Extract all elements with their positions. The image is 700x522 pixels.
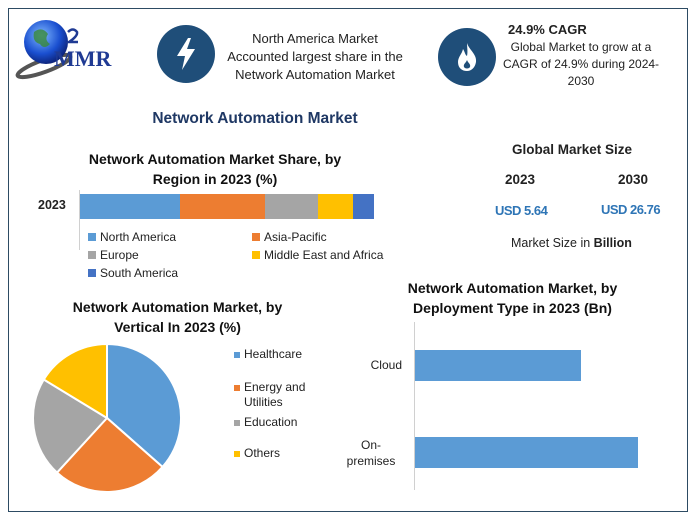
highlight-line: Accounted largest share in the xyxy=(227,49,403,64)
cagr-title: 24.9% CAGR xyxy=(508,22,587,37)
deployment-bar-cloud xyxy=(415,350,582,381)
legend-label: Asia-Pacific xyxy=(264,230,327,244)
legend-label: Europe xyxy=(100,248,139,262)
legend-label: North America xyxy=(100,230,177,244)
legend-item: Education xyxy=(234,415,297,430)
region-stacked-bar xyxy=(80,194,374,219)
legend-item: Middle East and Africa xyxy=(252,248,383,262)
legend-swatch xyxy=(234,352,240,358)
legend-swatch xyxy=(88,269,96,277)
legend-item: Europe xyxy=(88,248,139,262)
svg-text:MMR: MMR xyxy=(54,46,113,71)
region-category-label: 2023 xyxy=(38,198,66,212)
legend-label: Others xyxy=(244,446,281,460)
legend-swatch xyxy=(234,451,240,457)
highlight-line: Global Market to grow at a xyxy=(510,40,652,54)
pie-slice-healthcare xyxy=(106,342,182,469)
legend-swatch xyxy=(234,385,240,391)
highlight-line: North America Market xyxy=(252,31,378,46)
deployment-axis xyxy=(414,322,415,490)
pie-slice-others xyxy=(42,342,108,420)
region-segment-north-america xyxy=(80,194,180,219)
unit-bold: Billion xyxy=(593,236,632,250)
region-segment-europe xyxy=(265,194,319,219)
unit-prefix: Market Size in xyxy=(511,236,594,250)
chart-title-line: Network Automation Market, by xyxy=(407,280,618,296)
legend-item: South America xyxy=(88,266,178,280)
region-segment-middle-east-and-africa xyxy=(318,194,354,219)
chart-title-line: Vertical In 2023 (%) xyxy=(114,319,241,335)
chart-title-line: Network Automation Market Share, by xyxy=(88,151,342,167)
legend-swatch xyxy=(234,420,240,426)
legend-swatch xyxy=(252,251,260,259)
region-segment-south-america xyxy=(353,194,374,219)
highlight-line: CAGR of 24.9% during 2024- xyxy=(502,57,660,71)
market-size-title: Global Market Size xyxy=(512,142,633,157)
pie-slice-energy-and-utilities xyxy=(55,416,164,493)
legend-item: Energy and Utilities xyxy=(234,380,305,410)
deployment-category-label: On- premises xyxy=(346,438,396,468)
lightning-bolt-icon xyxy=(157,25,215,83)
legend-label: Education xyxy=(244,415,298,429)
legend-item: Healthcare xyxy=(234,347,302,362)
legend-item: Others xyxy=(234,446,280,461)
year-2030: 2030 xyxy=(618,172,649,187)
flame-icon xyxy=(438,28,496,86)
vertical-pie-chart xyxy=(32,342,182,493)
highlight-line: 2030 xyxy=(567,74,595,88)
legend-swatch xyxy=(88,251,96,259)
highlight-line: Network Automation Market xyxy=(235,67,395,82)
deployment-chart-title: Network Automation Market, by Deployment … xyxy=(370,278,655,318)
legend-item: North America xyxy=(88,230,176,244)
chart-title-line: Network Automation Market, by xyxy=(72,299,283,315)
year-2023: 2023 xyxy=(505,172,536,187)
region-chart-title: Network Automation Market Share, by Regio… xyxy=(60,149,370,189)
cagr-highlight: Global Market to grow at a CAGR of 24.9%… xyxy=(495,39,667,90)
mmr-logo: MMR xyxy=(14,14,144,84)
market-value-2023: USD 5.64 xyxy=(495,203,548,218)
legend-swatch xyxy=(88,233,96,241)
market-value-2030: USD 26.76 xyxy=(601,202,661,217)
vertical-chart-title: Network Automation Market, by Vertical In… xyxy=(40,297,315,337)
page-title: Network Automation Market xyxy=(152,110,358,127)
infographic-frame xyxy=(8,8,688,512)
legend-label: Energy and Utilities xyxy=(244,380,306,409)
legend-item: Asia-Pacific xyxy=(252,230,327,244)
region-segment-asia-pacific xyxy=(179,194,266,219)
region-axis xyxy=(79,190,80,250)
market-size-unit: Market Size in Billion xyxy=(511,236,632,250)
chart-title-line: Deployment Type in 2023 (Bn) xyxy=(413,300,612,316)
north-america-highlight: North America Market Accounted largest s… xyxy=(205,30,425,84)
legend-label: South America xyxy=(100,266,179,280)
legend-swatch xyxy=(252,233,260,241)
legend-label: Healthcare xyxy=(244,347,303,361)
pie-slice-education xyxy=(32,378,109,474)
chart-title-line: Region in 2023 (%) xyxy=(152,171,278,187)
legend-label: Middle East and Africa xyxy=(264,248,384,262)
deployment-category-label: Cloud xyxy=(370,358,402,372)
deployment-bar-on-premises xyxy=(415,437,638,468)
